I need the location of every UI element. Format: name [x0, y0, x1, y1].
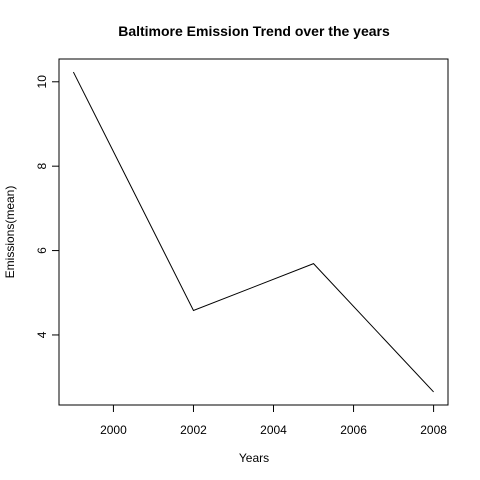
chart-title: Baltimore Emission Trend over the years — [118, 23, 390, 39]
x-tick-label: 2002 — [180, 423, 207, 437]
series-layer — [72, 71, 434, 393]
x-tick-label: 2006 — [340, 423, 367, 437]
y-tick-label: 6 — [35, 247, 49, 254]
series-line — [72, 71, 434, 393]
y-tick-label: 8 — [35, 163, 49, 170]
x-tick-label: 2004 — [260, 423, 287, 437]
x-tick-label: 2000 — [100, 423, 127, 437]
x-axis-label: Years — [239, 451, 269, 465]
y-axis: 4 6 8 10 — [35, 75, 60, 338]
x-axis: 2000 2002 2004 2006 2008 — [100, 404, 447, 437]
x-tick-label: 2008 — [420, 423, 447, 437]
y-tick-label: 10 — [35, 75, 49, 89]
y-axis-label: Emissions(mean) — [3, 186, 17, 279]
y-tick-label: 4 — [35, 331, 49, 338]
